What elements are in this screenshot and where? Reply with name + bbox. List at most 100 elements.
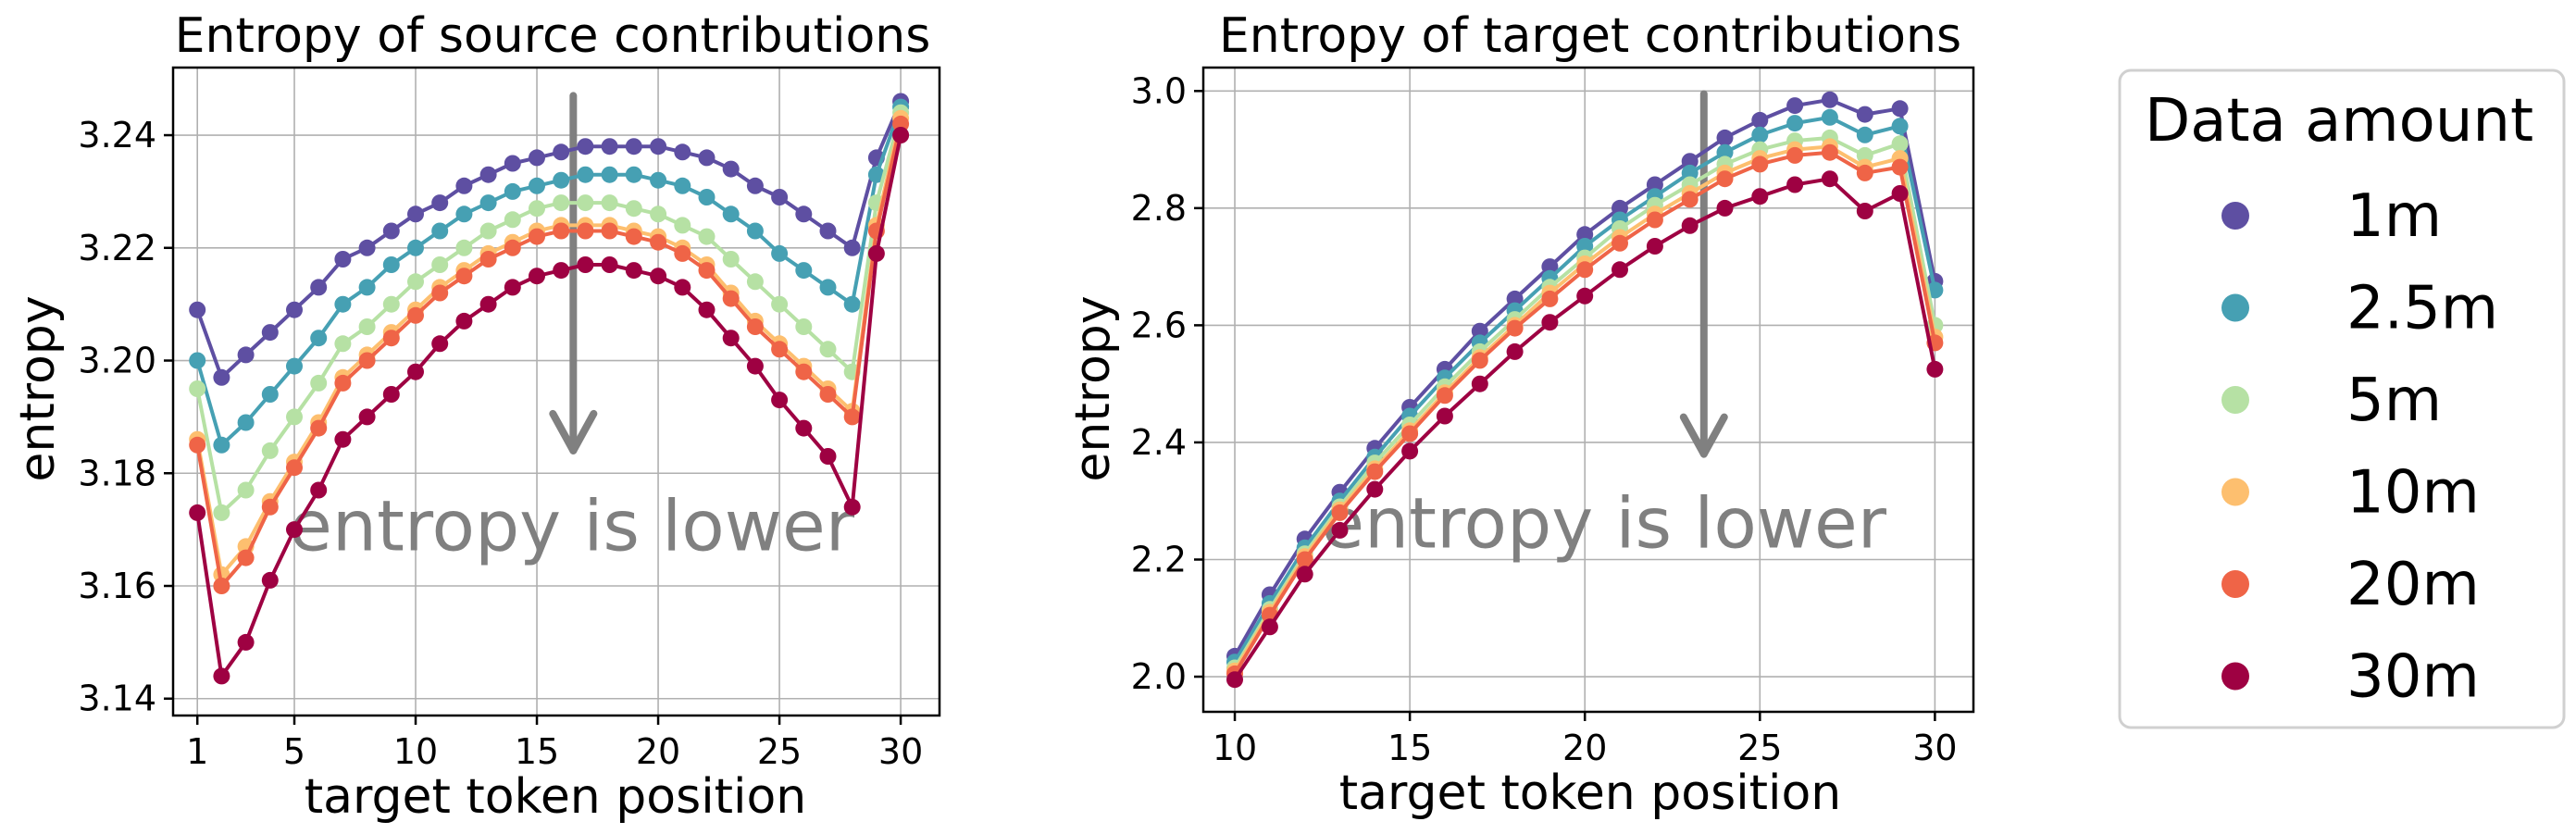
data-point-2.5m bbox=[746, 222, 764, 240]
data-point-20m bbox=[1821, 143, 1838, 161]
data-point-2.5m bbox=[1751, 126, 1769, 143]
data-point-2.5m bbox=[1716, 143, 1734, 161]
data-point-2.5m bbox=[189, 352, 206, 369]
data-point-5m bbox=[722, 251, 740, 268]
data-point-1m bbox=[431, 194, 449, 212]
data-point-2.5m bbox=[334, 295, 352, 313]
data-point-5m bbox=[310, 374, 328, 392]
data-point-20m bbox=[504, 239, 521, 256]
data-point-30m bbox=[601, 256, 618, 273]
y-tick-label: 2.0 bbox=[1131, 656, 1187, 697]
data-point-2.5m bbox=[601, 166, 618, 183]
data-point-2.5m bbox=[504, 182, 521, 200]
chart-title: Entropy of source contributions bbox=[175, 8, 931, 64]
data-point-1m bbox=[334, 251, 352, 268]
data-point-1m bbox=[795, 205, 813, 223]
data-point-1m bbox=[722, 160, 740, 178]
data-point-20m bbox=[1366, 463, 1384, 480]
data-point-30m bbox=[722, 330, 740, 347]
data-point-30m bbox=[1401, 442, 1419, 460]
data-point-20m bbox=[601, 222, 618, 240]
data-point-5m bbox=[601, 194, 618, 212]
x-tick-label: 15 bbox=[1388, 728, 1432, 768]
data-point-1m bbox=[577, 138, 594, 156]
data-point-30m bbox=[261, 571, 279, 589]
data-point-5m bbox=[455, 239, 473, 256]
data-point-1m bbox=[189, 301, 206, 318]
data-point-1m bbox=[1541, 258, 1559, 276]
data-point-1m bbox=[455, 177, 473, 194]
plot-area bbox=[1203, 68, 1973, 712]
data-point-20m bbox=[479, 251, 497, 268]
legend-frame bbox=[2118, 68, 2566, 729]
data-point-1m bbox=[1612, 199, 1628, 217]
data-point-20m bbox=[286, 459, 303, 477]
data-point-1m bbox=[504, 155, 521, 172]
data-point-5m bbox=[746, 273, 764, 291]
data-point-2.5m bbox=[625, 166, 642, 183]
data-point-2.5m bbox=[213, 436, 230, 454]
data-point-2.5m bbox=[261, 386, 279, 403]
data-point-5m bbox=[237, 481, 255, 499]
data-point-30m bbox=[1366, 480, 1384, 498]
data-point-20m bbox=[213, 578, 230, 594]
data-point-30m bbox=[1471, 375, 1488, 392]
data-point-1m bbox=[698, 149, 716, 167]
x-tick-label: 30 bbox=[878, 731, 923, 772]
legend-marker-1m bbox=[2221, 202, 2249, 230]
data-point-30m bbox=[1226, 671, 1243, 689]
data-point-1m bbox=[746, 177, 764, 194]
data-point-2.5m bbox=[407, 239, 424, 256]
data-point-20m bbox=[698, 262, 716, 280]
y-tick-label: 2.4 bbox=[1131, 422, 1187, 463]
x-tick-label: 15 bbox=[515, 731, 559, 772]
data-point-20m bbox=[577, 222, 594, 240]
data-point-5m bbox=[577, 194, 594, 212]
data-point-20m bbox=[1401, 425, 1419, 442]
data-point-30m bbox=[1716, 199, 1734, 217]
data-point-1m bbox=[1681, 153, 1699, 170]
data-point-20m bbox=[529, 228, 545, 245]
data-point-5m bbox=[286, 408, 303, 426]
data-point-30m bbox=[407, 363, 424, 380]
data-point-20m bbox=[625, 228, 642, 245]
data-point-20m bbox=[553, 222, 570, 240]
data-point-1m bbox=[771, 189, 789, 205]
x-tick-label: 1 bbox=[186, 731, 208, 772]
data-point-20m bbox=[1612, 234, 1628, 252]
data-point-30m bbox=[310, 481, 328, 499]
annotation: entropy is lower bbox=[289, 92, 855, 567]
data-point-2.5m bbox=[382, 256, 400, 273]
data-point-30m bbox=[1786, 176, 1804, 193]
data-point-5m bbox=[795, 318, 813, 335]
annotation-arrow-head bbox=[1679, 413, 1728, 458]
data-point-2.5m bbox=[1681, 164, 1699, 181]
series-group bbox=[189, 93, 910, 685]
annotation-arrow-head bbox=[549, 409, 598, 454]
data-point-5m bbox=[698, 228, 716, 245]
data-point-20m bbox=[1786, 146, 1804, 164]
data-point-1m bbox=[1821, 91, 1838, 108]
data-point-20m bbox=[1296, 551, 1313, 568]
x-tick-label: 25 bbox=[1737, 728, 1782, 768]
data-point-2.5m bbox=[553, 171, 570, 189]
x-tick-label: 10 bbox=[393, 731, 438, 772]
x-tick-label: 5 bbox=[283, 731, 305, 772]
data-point-30m bbox=[892, 127, 910, 143]
data-point-5m bbox=[819, 341, 837, 358]
y-tick-label: 3.16 bbox=[78, 566, 156, 606]
data-point-5m bbox=[382, 295, 400, 313]
data-point-1m bbox=[407, 205, 424, 223]
data-point-30m bbox=[577, 256, 594, 273]
data-point-1m bbox=[213, 368, 230, 386]
data-point-20m bbox=[1646, 211, 1663, 229]
data-point-1m bbox=[1751, 111, 1769, 129]
data-point-30m bbox=[674, 279, 691, 296]
data-point-20m bbox=[1716, 170, 1734, 188]
legend-label-2.5m: 2.5m bbox=[2346, 275, 2498, 343]
data-point-20m bbox=[1541, 290, 1559, 307]
data-point-20m bbox=[1471, 352, 1488, 369]
data-point-5m bbox=[553, 194, 570, 212]
data-point-20m bbox=[261, 498, 279, 516]
y-tick-label: 3.14 bbox=[78, 678, 156, 719]
